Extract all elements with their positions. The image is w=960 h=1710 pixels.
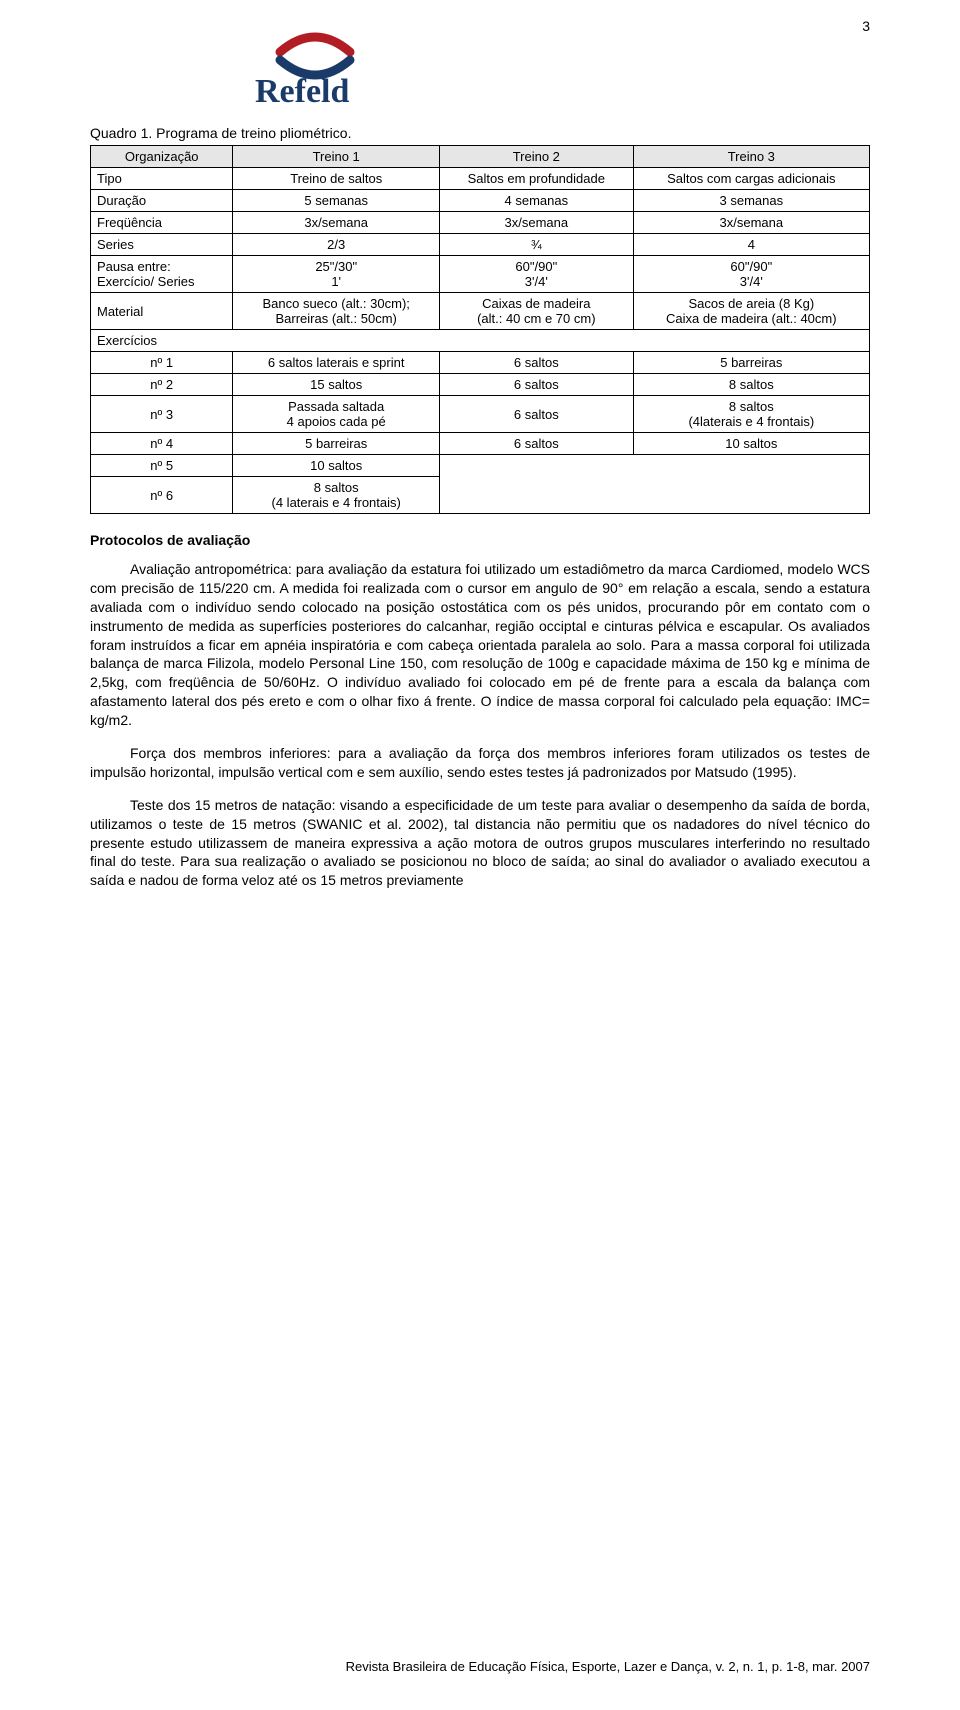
cell: 60"/90" 3'/4': [633, 256, 869, 293]
cell-line: 8 saltos: [640, 399, 863, 414]
table-caption: Quadro 1. Programa de treino pliométrico…: [90, 125, 870, 141]
cell: 25"/30" 1': [233, 256, 440, 293]
cell: Treino de saltos: [233, 168, 440, 190]
cell: 3x/semana: [233, 212, 440, 234]
body-paragraph: Força dos membros inferiores: para a ava…: [90, 744, 870, 782]
section-heading: Protocolos de avaliação: [90, 532, 870, 548]
table-row: nº 2 15 saltos 6 saltos 8 saltos: [91, 374, 870, 396]
row-label: Duração: [91, 190, 233, 212]
cell: 2/3: [233, 234, 440, 256]
cell: Passada saltada 4 apoios cada pé: [233, 396, 440, 433]
page-number: 3: [862, 18, 870, 34]
cell-line: 4 apoios cada pé: [239, 414, 433, 429]
cell: Saltos com cargas adicionais: [633, 168, 869, 190]
cell: 6 saltos: [440, 374, 634, 396]
table-row: Freqüência 3x/semana 3x/semana 3x/semana: [91, 212, 870, 234]
row-label: nº 1: [91, 352, 233, 374]
row-label: Tipo: [91, 168, 233, 190]
cell-line: (4laterais e 4 frontais): [640, 414, 863, 429]
cell: 4: [633, 234, 869, 256]
body-paragraph: Avaliação antropométrica: para avaliação…: [90, 560, 870, 730]
table-row: Exercícios: [91, 330, 870, 352]
logo-svg: Refeld: [220, 30, 420, 110]
table-row: nº 3 Passada saltada 4 apoios cada pé 6 …: [91, 396, 870, 433]
row-label: nº 3: [91, 396, 233, 433]
row-label: nº 2: [91, 374, 233, 396]
cell: 3x/semana: [440, 212, 634, 234]
cell-line: 8 saltos: [239, 480, 433, 495]
cell: Banco sueco (alt.: 30cm); Barreiras (alt…: [233, 293, 440, 330]
col-header: Organização: [91, 146, 233, 168]
cell: Saltos em profundidade: [440, 168, 634, 190]
table-row: Tipo Treino de saltos Saltos em profundi…: [91, 168, 870, 190]
page-footer: Revista Brasileira de Educação Física, E…: [346, 1659, 870, 1674]
row-label: nº 4: [91, 433, 233, 455]
cell: 3 semanas: [633, 190, 869, 212]
table-row: Series 2/3 ¾ 4: [91, 234, 870, 256]
row-label: Pausa entre: Exercício/ Series: [91, 256, 233, 293]
row-label: nº 6: [91, 477, 233, 514]
cell: 6 saltos: [440, 396, 634, 433]
row-label: nº 5: [91, 455, 233, 477]
cell-line: Caixas de madeira: [446, 296, 627, 311]
cell: 10 saltos: [633, 433, 869, 455]
cell: ¾: [440, 234, 634, 256]
cell-line: Barreiras (alt.: 50cm): [239, 311, 433, 326]
cell-line: 60"/90": [640, 259, 863, 274]
body-paragraph: Teste dos 15 metros de natação: visando …: [90, 796, 870, 890]
page: 3 Refeld Quadro 1. Programa de treino pl…: [0, 0, 960, 1710]
cell: 6 saltos: [440, 433, 634, 455]
col-header: Treino 3: [633, 146, 869, 168]
row-label: Freqüência: [91, 212, 233, 234]
cell: Caixas de madeira (alt.: 40 cm e 70 cm): [440, 293, 634, 330]
cell-line: Banco sueco (alt.: 30cm);: [239, 296, 433, 311]
cell-line: 3'/4': [640, 274, 863, 289]
cell-line: 25"/30": [239, 259, 433, 274]
cell: 8 saltos: [633, 374, 869, 396]
table-row: Material Banco sueco (alt.: 30cm); Barre…: [91, 293, 870, 330]
row-label-line: Pausa entre:: [97, 259, 226, 274]
cell-line: (4 laterais e 4 frontais): [239, 495, 433, 510]
cell-line: (alt.: 40 cm e 70 cm): [446, 311, 627, 326]
training-program-table: Organização Treino 1 Treino 2 Treino 3 T…: [90, 145, 870, 514]
cell: 4 semanas: [440, 190, 634, 212]
cell-line: 1': [239, 274, 433, 289]
table-row: nº 4 5 barreiras 6 saltos 10 saltos: [91, 433, 870, 455]
cell-line: Caixa de madeira (alt.: 40cm): [640, 311, 863, 326]
cell: 8 saltos (4laterais e 4 frontais): [633, 396, 869, 433]
logo-text: Refeld: [255, 73, 350, 110]
table-row: Duração 5 semanas 4 semanas 3 semanas: [91, 190, 870, 212]
table-row: nº 1 6 saltos laterais e sprint 6 saltos…: [91, 352, 870, 374]
cell-line: Passada saltada: [239, 399, 433, 414]
cell: 8 saltos (4 laterais e 4 frontais): [233, 477, 440, 514]
cell: 5 barreiras: [633, 352, 869, 374]
cell: Sacos de areia (8 Kg) Caixa de madeira (…: [633, 293, 869, 330]
col-header: Treino 1: [233, 146, 440, 168]
cell: 15 saltos: [233, 374, 440, 396]
row-label-span: Exercícios: [91, 330, 870, 352]
empty-cell: [440, 455, 870, 514]
table-row: nº 5 10 saltos: [91, 455, 870, 477]
cell: 6 saltos: [440, 352, 634, 374]
cell: 6 saltos laterais e sprint: [233, 352, 440, 374]
row-label: Series: [91, 234, 233, 256]
cell: 3x/semana: [633, 212, 869, 234]
cell-line: Sacos de areia (8 Kg): [640, 296, 863, 311]
col-header: Treino 2: [440, 146, 634, 168]
cell: 60"/90" 3'/4': [440, 256, 634, 293]
table-row: Pausa entre: Exercício/ Series 25"/30" 1…: [91, 256, 870, 293]
brand-logo: Refeld: [220, 30, 870, 115]
cell: 5 semanas: [233, 190, 440, 212]
row-label: Material: [91, 293, 233, 330]
cell: 10 saltos: [233, 455, 440, 477]
cell-line: 3'/4': [446, 274, 627, 289]
cell: 5 barreiras: [233, 433, 440, 455]
row-label-line: Exercício/ Series: [97, 274, 226, 289]
cell-line: 60"/90": [446, 259, 627, 274]
table-header-row: Organização Treino 1 Treino 2 Treino 3: [91, 146, 870, 168]
